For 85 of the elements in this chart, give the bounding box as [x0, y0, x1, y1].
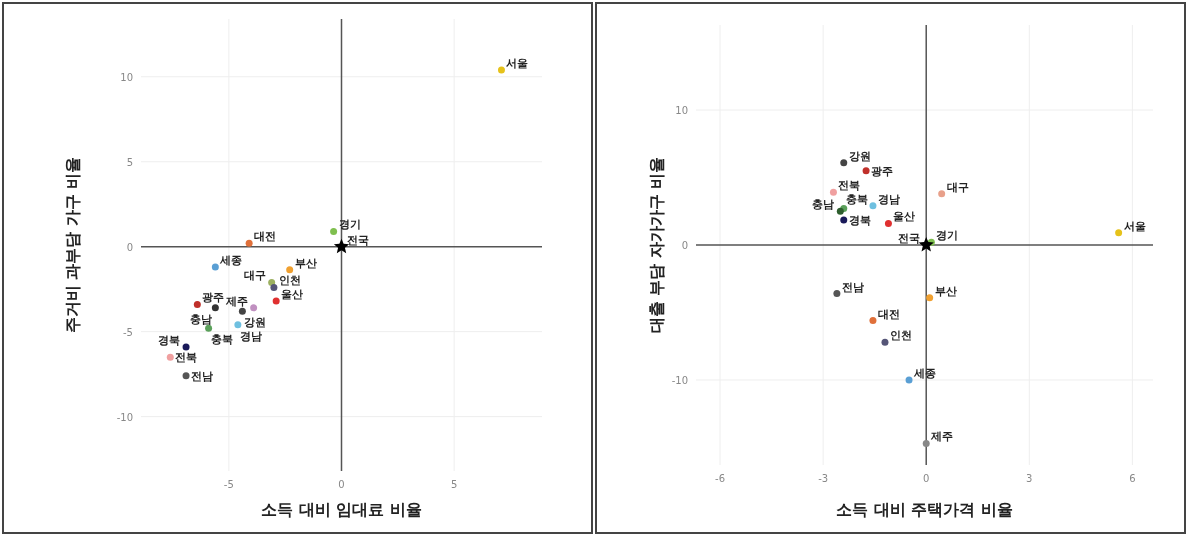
- series-label: 서울: [506, 56, 529, 70]
- series-label: 경남: [239, 329, 262, 343]
- point: [272, 297, 280, 305]
- series-label: 경남: [877, 192, 900, 206]
- series-label: 서울: [1123, 219, 1146, 233]
- y-axis-title: 대출 부담 자가가구 비율: [647, 156, 666, 334]
- series-label: 대구: [243, 269, 266, 283]
- point: [245, 239, 253, 247]
- x-axis-title: 소득 대비 임대료 비율: [261, 500, 422, 519]
- point: [905, 376, 913, 384]
- x-tick-label: 5: [450, 479, 458, 490]
- series-label: 경기: [936, 229, 959, 243]
- point: [836, 207, 844, 215]
- series-label: 전국: [346, 233, 369, 247]
- y-tick-label: -10: [116, 411, 133, 423]
- series-label: 충북: [210, 333, 233, 347]
- point: [938, 190, 946, 198]
- point: [862, 167, 870, 175]
- series-label: 광주: [202, 291, 225, 305]
- point: [926, 294, 934, 302]
- series-label: 대구: [946, 180, 969, 194]
- y-tick-label: 5: [126, 156, 133, 168]
- series-label: 울산: [281, 288, 304, 302]
- point: [840, 159, 848, 167]
- point: [270, 283, 278, 291]
- series-label: 제주: [930, 430, 954, 444]
- point: [922, 439, 930, 447]
- series-label: 전북: [838, 179, 861, 193]
- y-tick-label: -10: [671, 374, 688, 386]
- point: [918, 237, 934, 252]
- point: [234, 321, 242, 329]
- series-label: 충남: [812, 198, 835, 212]
- series-label: 광주: [871, 164, 894, 178]
- series-label: 충남: [190, 312, 213, 326]
- series-label: 인천: [889, 329, 912, 343]
- point: [881, 338, 889, 346]
- point: [166, 353, 174, 361]
- point: [1115, 229, 1123, 237]
- series-label: 세종: [219, 254, 243, 268]
- x-tick-label: 3: [1026, 473, 1033, 484]
- series-label: 대전: [254, 230, 277, 244]
- series-label: 전남: [191, 369, 214, 383]
- x-tick-label: 0: [923, 473, 930, 484]
- point: [829, 188, 837, 196]
- series-label: 제주: [224, 294, 248, 308]
- point: [330, 227, 338, 235]
- point: [833, 290, 841, 298]
- series-label: 울산: [893, 210, 916, 224]
- series-label: 강원: [848, 149, 871, 163]
- point: [869, 317, 877, 325]
- point: [211, 304, 219, 312]
- y-tick-label: 10: [120, 71, 133, 83]
- point: [884, 219, 892, 227]
- point: [497, 66, 505, 74]
- series-label: 전남: [841, 280, 864, 294]
- y-axis-title: 주거비 과부담 가구 비율: [63, 156, 82, 334]
- point: [182, 343, 190, 351]
- series-label: 부산: [934, 284, 957, 298]
- series-label: 인천: [278, 274, 301, 288]
- point: [211, 263, 219, 271]
- point: [250, 304, 258, 312]
- series-label: 부산: [294, 256, 317, 270]
- x-tick-label: -6: [715, 473, 726, 484]
- x-tick-label: -5: [223, 479, 234, 490]
- point: [869, 202, 877, 210]
- y-tick-label: 10: [675, 105, 688, 117]
- x-tick-label: -3: [818, 473, 829, 484]
- y-tick-label: 0: [126, 241, 133, 253]
- series-label: 강원: [244, 316, 267, 330]
- point: [840, 216, 848, 224]
- point: [286, 266, 294, 274]
- x-tick-label: 6: [1129, 473, 1136, 484]
- series-label: 전국: [898, 232, 921, 245]
- y-tick-label: 0: [681, 240, 688, 251]
- series-label: 경북: [848, 214, 871, 228]
- x-tick-label: 0: [338, 479, 345, 490]
- y-tick-label: -5: [123, 326, 133, 338]
- point: [193, 300, 201, 308]
- series-label: 경북: [158, 333, 181, 347]
- x-axis-title: 소득 대비 주택가격 비율: [836, 500, 1013, 519]
- series-label: 대전: [877, 307, 900, 321]
- point: [238, 307, 246, 315]
- series-label: 충북: [845, 192, 868, 206]
- point: [182, 372, 190, 380]
- series-label: 전북: [175, 351, 198, 365]
